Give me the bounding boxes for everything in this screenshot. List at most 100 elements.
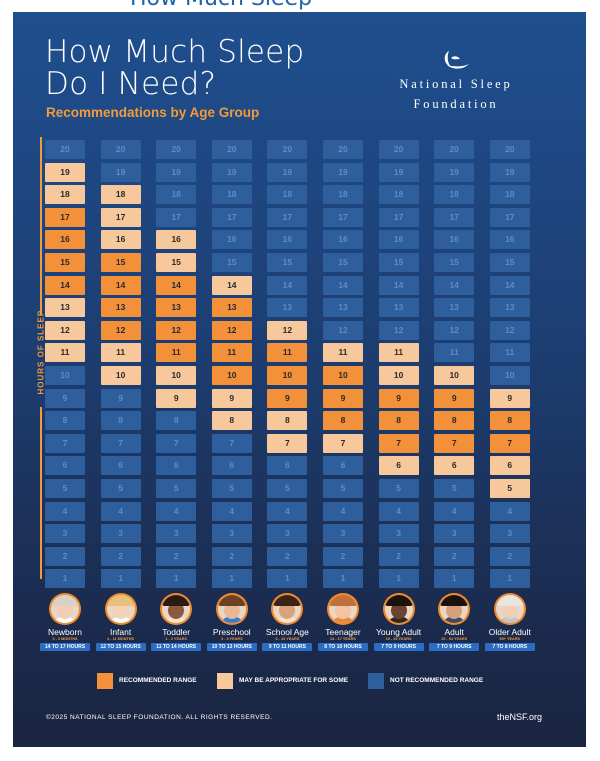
hour-cell: 12 — [434, 320, 475, 340]
age-group-name: Young Adult — [376, 627, 422, 637]
hour-cell: 9 — [45, 388, 85, 408]
hour-cell: 11 — [45, 343, 85, 363]
hour-cell: 12 — [378, 320, 419, 340]
age-avatar — [271, 593, 304, 625]
hour-cell: 11 — [267, 343, 308, 363]
age-range: 6 - 13 YEARS — [275, 637, 300, 641]
hour-cell: 3 — [211, 524, 252, 544]
hour-cell: 3 — [434, 524, 475, 544]
hour-cell: 17 — [45, 207, 85, 227]
top-strip: How Much Sleep — [0, 0, 600, 12]
chart-column: 20 19 18 17 16 15 14 13 12 11 10 9 8 7 6 5 4 3 2 1 — [45, 140, 87, 592]
age-range: 1 - 2 YEARS — [165, 637, 188, 641]
hour-cell: 5 — [45, 478, 85, 498]
hour-cell: 10 — [378, 365, 419, 385]
hour-cell: 18 — [378, 185, 419, 205]
hour-cell: 6 — [378, 456, 419, 476]
hour-cell: 5 — [489, 478, 530, 498]
hour-cell: 17 — [156, 207, 197, 227]
hour-cell: 8 — [211, 411, 252, 431]
hour-cell: 3 — [45, 524, 85, 544]
hour-cell: 6 — [267, 456, 308, 476]
hour-cell: 1 — [267, 569, 308, 589]
hour-cell: 2 — [434, 546, 475, 566]
age-group-name: Newborn — [47, 627, 83, 637]
hour-cell: 11 — [211, 343, 252, 363]
poster-title: How Much Sleep Do I Need? — [45, 36, 304, 100]
legend-label: RECOMMENDED RANGE — [119, 677, 197, 684]
hour-cell: 4 — [489, 501, 530, 521]
age-avatar — [160, 593, 193, 625]
axis-line-top — [40, 137, 42, 315]
recommended-hours-badge: 12 TO 15 HOURS — [95, 643, 146, 651]
hour-cell: 7 — [156, 433, 197, 453]
hour-cell: 1 — [323, 569, 363, 589]
hour-cell: 12 — [100, 320, 141, 340]
y-axis: HOURS OF SLEEP — [33, 137, 49, 579]
hour-cell: 15 — [211, 252, 252, 272]
hour-cell: 17 — [100, 207, 141, 227]
hour-cell: 1 — [489, 569, 530, 589]
hour-cell: 13 — [378, 298, 419, 318]
axis-line-bottom — [40, 407, 42, 579]
legend-swatch — [97, 673, 113, 689]
hour-cell: 3 — [378, 524, 419, 544]
hour-cell: 19 — [378, 162, 419, 182]
hour-cell: 17 — [378, 207, 419, 227]
hour-cell: 2 — [323, 546, 363, 566]
hour-cell: 10 — [323, 365, 363, 385]
hour-cell: 19 — [211, 162, 252, 182]
hour-cell: 16 — [489, 230, 530, 250]
hour-cell: 18 — [45, 185, 85, 205]
hour-cell: 5 — [267, 478, 308, 498]
hour-cell: 19 — [45, 162, 85, 182]
chart-column: 20 19 18 17 16 15 14 13 12 11 10 9 8 7 6 5 4 3 2 1 — [489, 140, 532, 592]
age-avatar — [382, 593, 415, 625]
legend-swatch — [368, 673, 384, 689]
age-avatar — [438, 593, 471, 625]
hour-cell: 19 — [434, 162, 475, 182]
hour-cell: 20 — [489, 140, 530, 159]
hour-cell: 14 — [100, 275, 141, 295]
hour-cell: 15 — [323, 252, 363, 272]
recommended-hours-badge: 10 TO 13 HOURS — [206, 643, 257, 651]
hour-cell: 15 — [434, 252, 475, 272]
hour-cell: 6 — [434, 456, 475, 476]
age-range: 3 - 5 YEARS — [220, 637, 243, 641]
chart-column: 20 19 18 17 16 15 14 13 12 11 10 9 8 7 6 5 4 3 2 1 — [100, 140, 143, 592]
hour-cell: 11 — [323, 343, 363, 363]
hour-cell: 6 — [211, 456, 252, 476]
hour-cell: 8 — [45, 411, 85, 431]
hour-cell: 16 — [45, 230, 85, 250]
hour-cell: 16 — [378, 230, 419, 250]
hour-cell: 9 — [211, 388, 252, 408]
hour-cell: 17 — [323, 207, 363, 227]
hour-cell: 2 — [267, 546, 308, 566]
age-avatar — [327, 593, 359, 625]
hour-cell: 8 — [100, 411, 141, 431]
hour-cell: 10 — [267, 365, 308, 385]
hour-cell: 1 — [156, 569, 197, 589]
person-icon — [384, 595, 413, 623]
hour-cell: 4 — [156, 501, 197, 521]
hour-cell: 11 — [378, 343, 419, 363]
site-link[interactable]: theNSF.org — [497, 712, 543, 722]
hour-cell: 13 — [489, 298, 530, 318]
hour-cell: 18 — [323, 185, 363, 205]
hour-cell: 1 — [100, 569, 141, 589]
hour-cell: 10 — [211, 365, 252, 385]
recommended-hours-badge: 11 TO 14 HOURS — [151, 643, 202, 651]
person-icon — [495, 595, 524, 623]
hour-cell: 13 — [323, 298, 363, 318]
hour-cell: 7 — [267, 433, 308, 453]
hour-cell: 13 — [45, 298, 85, 318]
hour-cell: 20 — [323, 140, 363, 159]
age-group-name: Preschool — [212, 627, 251, 637]
hour-cell: 18 — [434, 185, 475, 205]
hour-cell: 6 — [45, 456, 85, 476]
hour-cell: 8 — [378, 411, 419, 431]
hour-cell: 18 — [267, 185, 308, 205]
hour-cell: 6 — [489, 456, 530, 476]
chart-column: 20 19 18 17 16 15 14 13 12 11 10 9 8 7 6 5 4 3 2 1 — [156, 140, 198, 592]
age-group-name: School Age — [265, 627, 309, 637]
